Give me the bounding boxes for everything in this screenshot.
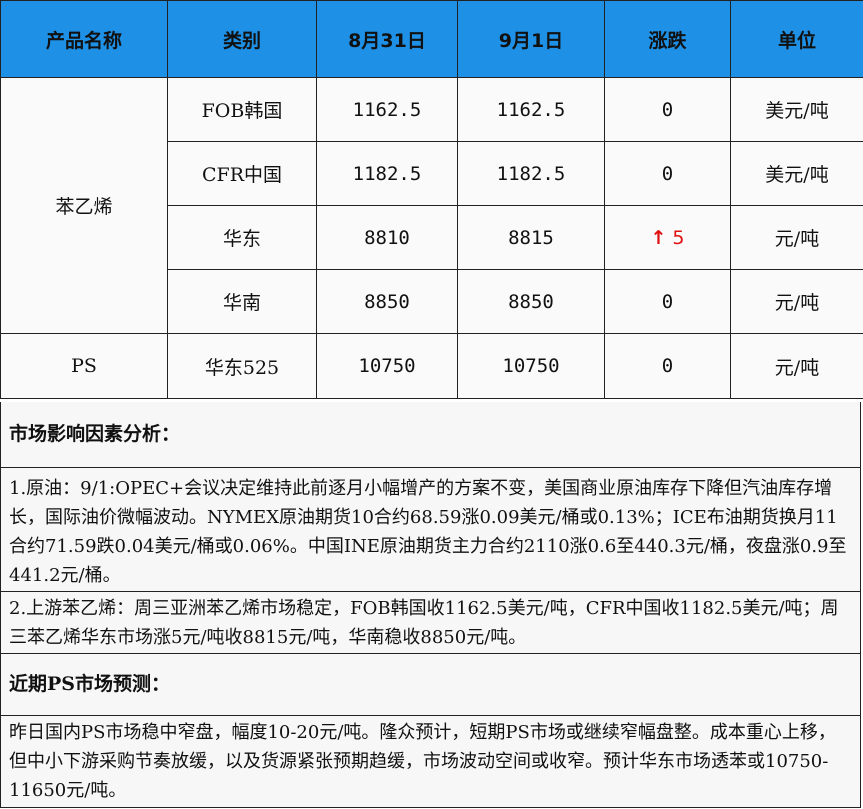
product-cell-ps: PS — [0, 333, 168, 399]
sep1-cell: 1182.5 — [457, 141, 605, 206]
table-row: CFR中国 1182.5 1182.5 0 美元/吨 — [1, 141, 863, 206]
sep1-cell: 1162.5 — [457, 77, 605, 142]
category-cell: 华东525 — [167, 333, 317, 399]
analysis-item-styrene: 2.上游苯乙烯：周三亚洲苯乙烯市场稳定，FOB韩国收1162.5美元/吨，CFR… — [0, 592, 861, 654]
unit-cell: 美元/吨 — [730, 141, 863, 206]
sep1-cell: 8850 — [457, 269, 605, 334]
col-header-aug31: 8月31日 — [316, 0, 458, 78]
arrow-up-icon: ↑ — [650, 226, 667, 249]
unit-cell: 元/吨 — [730, 269, 863, 334]
aug31-cell: 8850 — [316, 269, 458, 334]
category-cell: 华东 — [167, 205, 317, 270]
col-header-change: 涨跌 — [604, 0, 731, 78]
analysis-item-crude-oil: 1.原油：9/1:OPEC+会议决定维持此前逐月小幅增产的方案不变，美国商业原油… — [0, 468, 861, 592]
sep1-cell: 8815 — [457, 205, 605, 270]
aug31-cell: 8810 — [316, 205, 458, 270]
analysis-heading: 市场影响因素分析： — [0, 402, 861, 468]
price-table: 产品名称 类别 8月31日 9月1日 涨跌 单位 苯乙烯 FOB韩国 1162.… — [0, 0, 863, 399]
product-cell-styrene: 苯乙烯 — [0, 77, 168, 334]
category-cell: 华南 — [167, 269, 317, 334]
change-value: 5 — [672, 226, 685, 249]
col-header-sep1: 9月1日 — [457, 0, 605, 78]
col-header-category: 类别 — [167, 0, 317, 78]
table-row: PS 华东525 10750 10750 0 元/吨 — [0, 333, 863, 399]
unit-cell: 元/吨 — [730, 205, 863, 270]
aug31-cell: 1182.5 — [316, 141, 458, 206]
change-cell: 0 — [604, 77, 731, 142]
table-row: 苯乙烯 FOB韩国 1162.5 1162.5 0 美元/吨 — [0, 77, 863, 334]
col-header-unit: 单位 — [730, 0, 863, 78]
change-cell-up: ↑ 5 — [604, 205, 731, 270]
col-header-product: 产品名称 — [0, 0, 168, 78]
category-cell: FOB韩国 — [167, 77, 317, 142]
unit-cell: 美元/吨 — [730, 77, 863, 142]
forecast-heading: 近期PS市场预测： — [0, 654, 861, 716]
unit-cell: 元/吨 — [730, 333, 863, 399]
category-cell: CFR中国 — [167, 141, 317, 206]
forecast-text: 昨日国内PS市场稳中窄盘，幅度10-20元/吨。隆众预计，短期PS市场或继续窄幅… — [0, 716, 861, 808]
table-header-row: 产品名称 类别 8月31日 9月1日 涨跌 单位 — [0, 0, 863, 78]
aug31-cell: 1162.5 — [316, 77, 458, 142]
sep1-cell: 10750 — [457, 333, 605, 399]
aug31-cell: 10750 — [316, 333, 458, 399]
change-cell: 0 — [604, 141, 731, 206]
change-cell: 0 — [604, 269, 731, 334]
change-cell: 0 — [604, 333, 731, 399]
